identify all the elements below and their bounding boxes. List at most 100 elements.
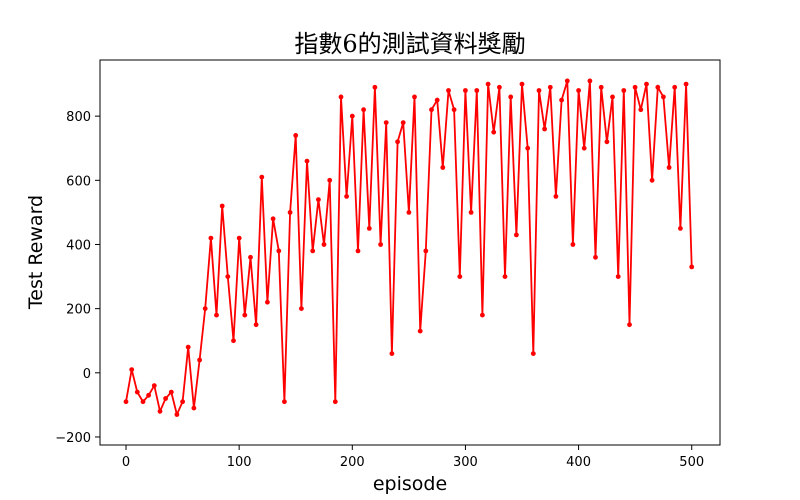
data-point — [310, 248, 316, 254]
data-point — [610, 94, 615, 100]
data-point — [649, 177, 655, 183]
y-axis: −200 0 200 400 600 800 — [55, 110, 100, 446]
data-point — [270, 216, 276, 222]
data-point — [491, 129, 497, 135]
data-point — [134, 389, 140, 395]
y-tick-label: 0 — [83, 367, 91, 382]
data-point — [536, 88, 542, 93]
data-point — [638, 107, 644, 113]
data-point — [344, 194, 349, 199]
data-point — [378, 242, 383, 247]
data-point — [604, 139, 610, 145]
data-point — [366, 226, 372, 231]
y-tick-label: 400 — [66, 238, 91, 253]
data-point — [383, 120, 389, 125]
data-point — [400, 120, 406, 125]
data-point — [231, 338, 236, 344]
data-point — [146, 392, 152, 398]
series-points — [123, 78, 695, 417]
data-point — [202, 306, 208, 311]
data-point — [502, 274, 508, 279]
data-point — [214, 312, 219, 318]
data-point — [655, 84, 661, 90]
data-point — [395, 139, 400, 145]
x-tick-label: 300 — [453, 455, 478, 470]
data-point — [349, 113, 355, 119]
data-point — [287, 210, 293, 215]
data-point — [672, 84, 678, 90]
data-point — [332, 399, 338, 405]
y-tick-label: 200 — [66, 303, 91, 318]
data-point — [265, 299, 270, 305]
data-point — [174, 412, 180, 417]
data-point — [530, 351, 536, 356]
data-point — [581, 145, 587, 151]
series-line — [125, 80, 693, 418]
data-point — [627, 322, 632, 328]
data-point — [559, 97, 564, 103]
data-point — [208, 235, 214, 241]
data-point — [547, 84, 553, 90]
data-point — [615, 274, 621, 279]
data-point — [576, 88, 581, 93]
data-point — [389, 351, 395, 356]
data-point — [163, 396, 169, 401]
data-point — [259, 174, 265, 180]
data-point — [468, 210, 474, 215]
data-point — [508, 94, 514, 100]
data-point — [304, 158, 310, 164]
plot-frame — [99, 59, 721, 446]
data-point — [661, 94, 666, 100]
data-point — [219, 203, 225, 209]
data-point — [553, 194, 559, 199]
data-point — [593, 254, 598, 260]
data-point — [327, 177, 333, 183]
data-point — [451, 107, 457, 113]
data-point — [666, 165, 672, 170]
data-point — [474, 88, 480, 93]
data-point — [293, 133, 299, 138]
data-point — [514, 232, 519, 238]
x-tick-label: 0 — [122, 455, 130, 470]
data-point — [457, 274, 463, 279]
x-axis-title: episode — [373, 473, 447, 495]
data-point — [644, 81, 649, 87]
data-point — [525, 145, 531, 151]
data-point — [463, 88, 468, 93]
data-point — [361, 107, 366, 113]
y-tick-label: 800 — [66, 110, 91, 125]
data-point — [157, 408, 163, 414]
y-axis-title: Test Reward — [25, 195, 47, 310]
data-point — [570, 242, 576, 247]
x-tick-label: 500 — [679, 455, 704, 470]
data-point — [321, 242, 327, 247]
data-point — [276, 248, 282, 254]
data-point — [519, 81, 525, 87]
data-point — [123, 399, 129, 405]
data-point — [678, 226, 683, 231]
chart-title: 指數6的測試資料獎勵 — [294, 30, 525, 58]
x-tick-label: 100 — [227, 455, 252, 470]
data-point — [282, 399, 287, 405]
data-point — [564, 78, 570, 84]
data-point — [197, 357, 203, 363]
data-point — [299, 306, 304, 311]
data-point — [372, 84, 378, 90]
data-point — [417, 328, 423, 334]
x-tick-label: 400 — [566, 455, 591, 470]
data-point — [180, 399, 186, 405]
data-point — [129, 367, 135, 372]
data-point — [598, 84, 604, 90]
data-point — [621, 88, 627, 93]
data-point — [542, 126, 547, 132]
data-point — [151, 383, 157, 388]
data-point — [191, 405, 197, 411]
data-point — [689, 264, 695, 270]
data-point — [480, 312, 485, 318]
data-point — [446, 88, 451, 93]
data-point — [683, 81, 689, 87]
data-point — [168, 389, 174, 395]
data-point — [485, 81, 491, 87]
data-point — [355, 248, 361, 254]
